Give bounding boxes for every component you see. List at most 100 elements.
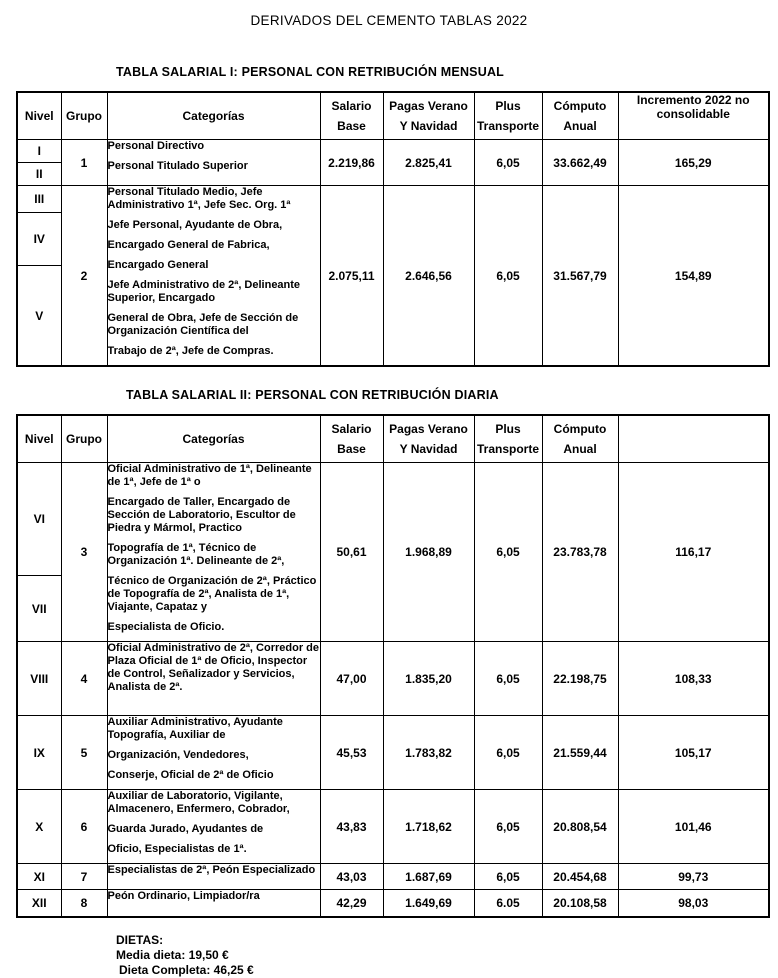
salario-cell: 43,83 <box>319 789 384 864</box>
grupo-cell: 5 <box>60 715 108 790</box>
nivel-cell: V <box>16 265 62 367</box>
computo-cell: 20.108,58 <box>541 889 619 918</box>
categoria-text: Oficial Administrativo de 2ª, Corredor d… <box>107 642 320 693</box>
categoria-text: Encargado General <box>107 259 209 271</box>
categoria-text: Topografía de 1ª, Técnico de Organizació… <box>107 542 285 567</box>
nivel-cell: XII <box>16 889 62 918</box>
table-row: X 6 Auxiliar de Laboratorio, Vigilante, Al… <box>16 789 770 864</box>
nivel-cell: VIII <box>16 641 62 716</box>
computo-cell: 31.567,79 <box>541 185 619 367</box>
computo-column-header: Cómputo Anual <box>541 414 619 463</box>
plus-cell: 6,05 <box>473 715 543 790</box>
categorias-cell: Oficial Administrativo de 2ª, Corredor d… <box>106 641 321 716</box>
categorias-column-header: Categorías <box>106 91 321 140</box>
table-row: VIII 4 Oficial Administrativo de 2ª, Corre… <box>16 641 770 716</box>
nivel-cell: II <box>16 162 62 186</box>
categoria-text: Auxiliar de Laboratorio, Vigilante, Alma… <box>107 790 290 815</box>
pagas-cell: 1.649,69 <box>382 889 475 918</box>
nivel-column-header: Nivel <box>16 414 62 463</box>
salary-table-1: Nivel Grupo Categorías Salario Base Pagas Ver… <box>16 91 770 367</box>
dietas-title: DIETAS: <box>116 933 164 947</box>
grupo-cell: 4 <box>60 641 108 716</box>
incremento-column-header <box>617 414 770 463</box>
dietas-line: Media dieta: 19,50 € <box>116 948 229 962</box>
plus-column-header: Plus Transporte <box>473 414 543 463</box>
grupo-cell: 3 <box>60 462 108 642</box>
pagas-column-header: Pagas Verano Y Navidad <box>382 91 475 140</box>
salario-column-header: Salario Base <box>319 414 384 463</box>
categorias-cell: Oficial Administrativo de 1ª, Delineante… <box>106 462 321 642</box>
table-row: III 2 Personal Titulado Medio, Jefe Admini… <box>16 185 770 367</box>
plus-cell: 6,05 <box>473 789 543 864</box>
categorias-cell: Personal Directivo Personal Titulado Supe… <box>106 139 321 186</box>
nivel-cell: IV <box>16 212 62 266</box>
incremento-cell: 108,33 <box>617 641 770 716</box>
salario-cell: 43,03 <box>319 863 384 890</box>
pagas-cell: 2.825,41 <box>382 139 475 186</box>
grupo-cell: 8 <box>60 889 108 918</box>
table-row: V <box>16 265 769 367</box>
nivel-cell: VII <box>16 575 62 642</box>
categoria-text: Guarda Jurado, Ayudantes de <box>107 823 264 835</box>
categoria-text: Encargado General de Fabrica, <box>107 239 270 251</box>
incremento-cell: 165,29 <box>617 139 770 186</box>
categoria-text: Oficial Administrativo de 1ª, Delineante… <box>107 463 312 488</box>
incremento-cell: 99,73 <box>617 863 770 890</box>
nivel-cell: X <box>16 789 62 864</box>
computo-cell: 33.662,49 <box>541 139 619 186</box>
computo-cell: 20.808,54 <box>541 789 619 864</box>
salary-table-2: Nivel Grupo Categorías Salario Base Pagas Ver… <box>16 414 770 918</box>
computo-cell: 20.454,68 <box>541 863 619 890</box>
categorias-column-header: Categorías <box>106 414 321 463</box>
incremento-cell: 105,17 <box>617 715 770 790</box>
header-row: Nivel Grupo Categorías Salario Base Pagas Ver… <box>16 91 770 140</box>
plus-cell: 6,05 <box>473 641 543 716</box>
incremento-cell: 98,03 <box>617 889 770 918</box>
plus-cell: 6,05 <box>473 462 543 642</box>
salario-cell: 2.219,86 <box>319 139 384 186</box>
dietas-line: Dieta Completa: 46,25 € <box>119 963 254 977</box>
categorias-cell: Especialistas de 2ª, Peón Especializado <box>106 863 321 890</box>
table-row: VI 3 Oficial Administrativo de 1ª, Delinea… <box>16 461 770 642</box>
pagas-cell: 2.646,56 <box>382 185 475 367</box>
categoria-text: Encargado de Taller, Encargado de Secció… <box>107 496 296 534</box>
categoria-text: Personal Directivo <box>107 140 205 152</box>
grupo-cell: 6 <box>60 789 108 864</box>
incremento-column-header: Incremento 2022 no consolidable <box>617 91 770 140</box>
categoria-text: Oficio, Especialistas de 1ª. <box>107 843 247 855</box>
header-row: Nivel Grupo Categorías Salario Base Pagas Ver… <box>16 414 770 463</box>
grupo-column-header: Grupo <box>60 91 108 140</box>
plus-cell: 6,05 <box>473 139 543 186</box>
categoria-text: Conserje, Oficial de 2ª de Oficio <box>107 769 274 781</box>
categoria-text: Especialistas de 2ª, Peón Especializado <box>107 864 316 876</box>
nivel-cell: XI <box>16 863 62 890</box>
salario-cell: 47,00 <box>319 641 384 716</box>
grupo-cell: 1 <box>60 139 108 186</box>
categoria-text: General de Obra, Jefe de Sección de Orga… <box>107 312 299 337</box>
categorias-cell: Auxiliar de Laboratorio, Vigilante, Alma… <box>106 789 321 864</box>
table-1-title: TABLA SALARIAL I: PERSONAL CON RETRIBUCI… <box>116 65 505 79</box>
plus-cell: 6,05 <box>473 863 543 890</box>
categoria-text: Jefe Administrativo de 2ª, Delineante Su… <box>107 279 301 304</box>
computo-cell: 21.559,44 <box>541 715 619 790</box>
grupo-cell: 2 <box>60 185 108 367</box>
plus-cell: 6.05 <box>473 889 543 918</box>
nivel-column-header: Nivel <box>16 91 62 140</box>
categoria-text: Trabajo de 2ª, Jefe de Compras. <box>107 345 274 357</box>
dietas: DIETAS: Media dieta: 19,50 € Dieta Comple… <box>116 933 778 978</box>
table-row: I 1 Personal Directivo Personal Titulado Su… <box>16 139 770 186</box>
categoria-text: Personal Titulado Superior <box>107 160 248 172</box>
pagas-cell: 1.783,82 <box>382 715 475 790</box>
incremento-cell: 154,89 <box>617 185 770 367</box>
salario-cell: 50,61 <box>319 462 384 642</box>
plus-cell: 6,05 <box>473 185 543 367</box>
plus-column-header: Plus Transporte <box>473 91 543 140</box>
salario-cell: 2.075,11 <box>319 185 384 367</box>
pagas-column-header: Pagas Verano Y Navidad <box>382 414 475 463</box>
salario-cell: 45,53 <box>319 715 384 790</box>
categoria-text: Organización, Vendedores, <box>107 749 249 761</box>
categorias-cell: Personal Titulado Medio, Jefe Administra… <box>106 185 321 367</box>
computo-column-header: Cómputo Anual <box>541 91 619 140</box>
table-row: IX 5 Auxiliar Administrativo, Ayudante Top… <box>16 715 770 790</box>
nivel-cell: I <box>16 139 62 163</box>
